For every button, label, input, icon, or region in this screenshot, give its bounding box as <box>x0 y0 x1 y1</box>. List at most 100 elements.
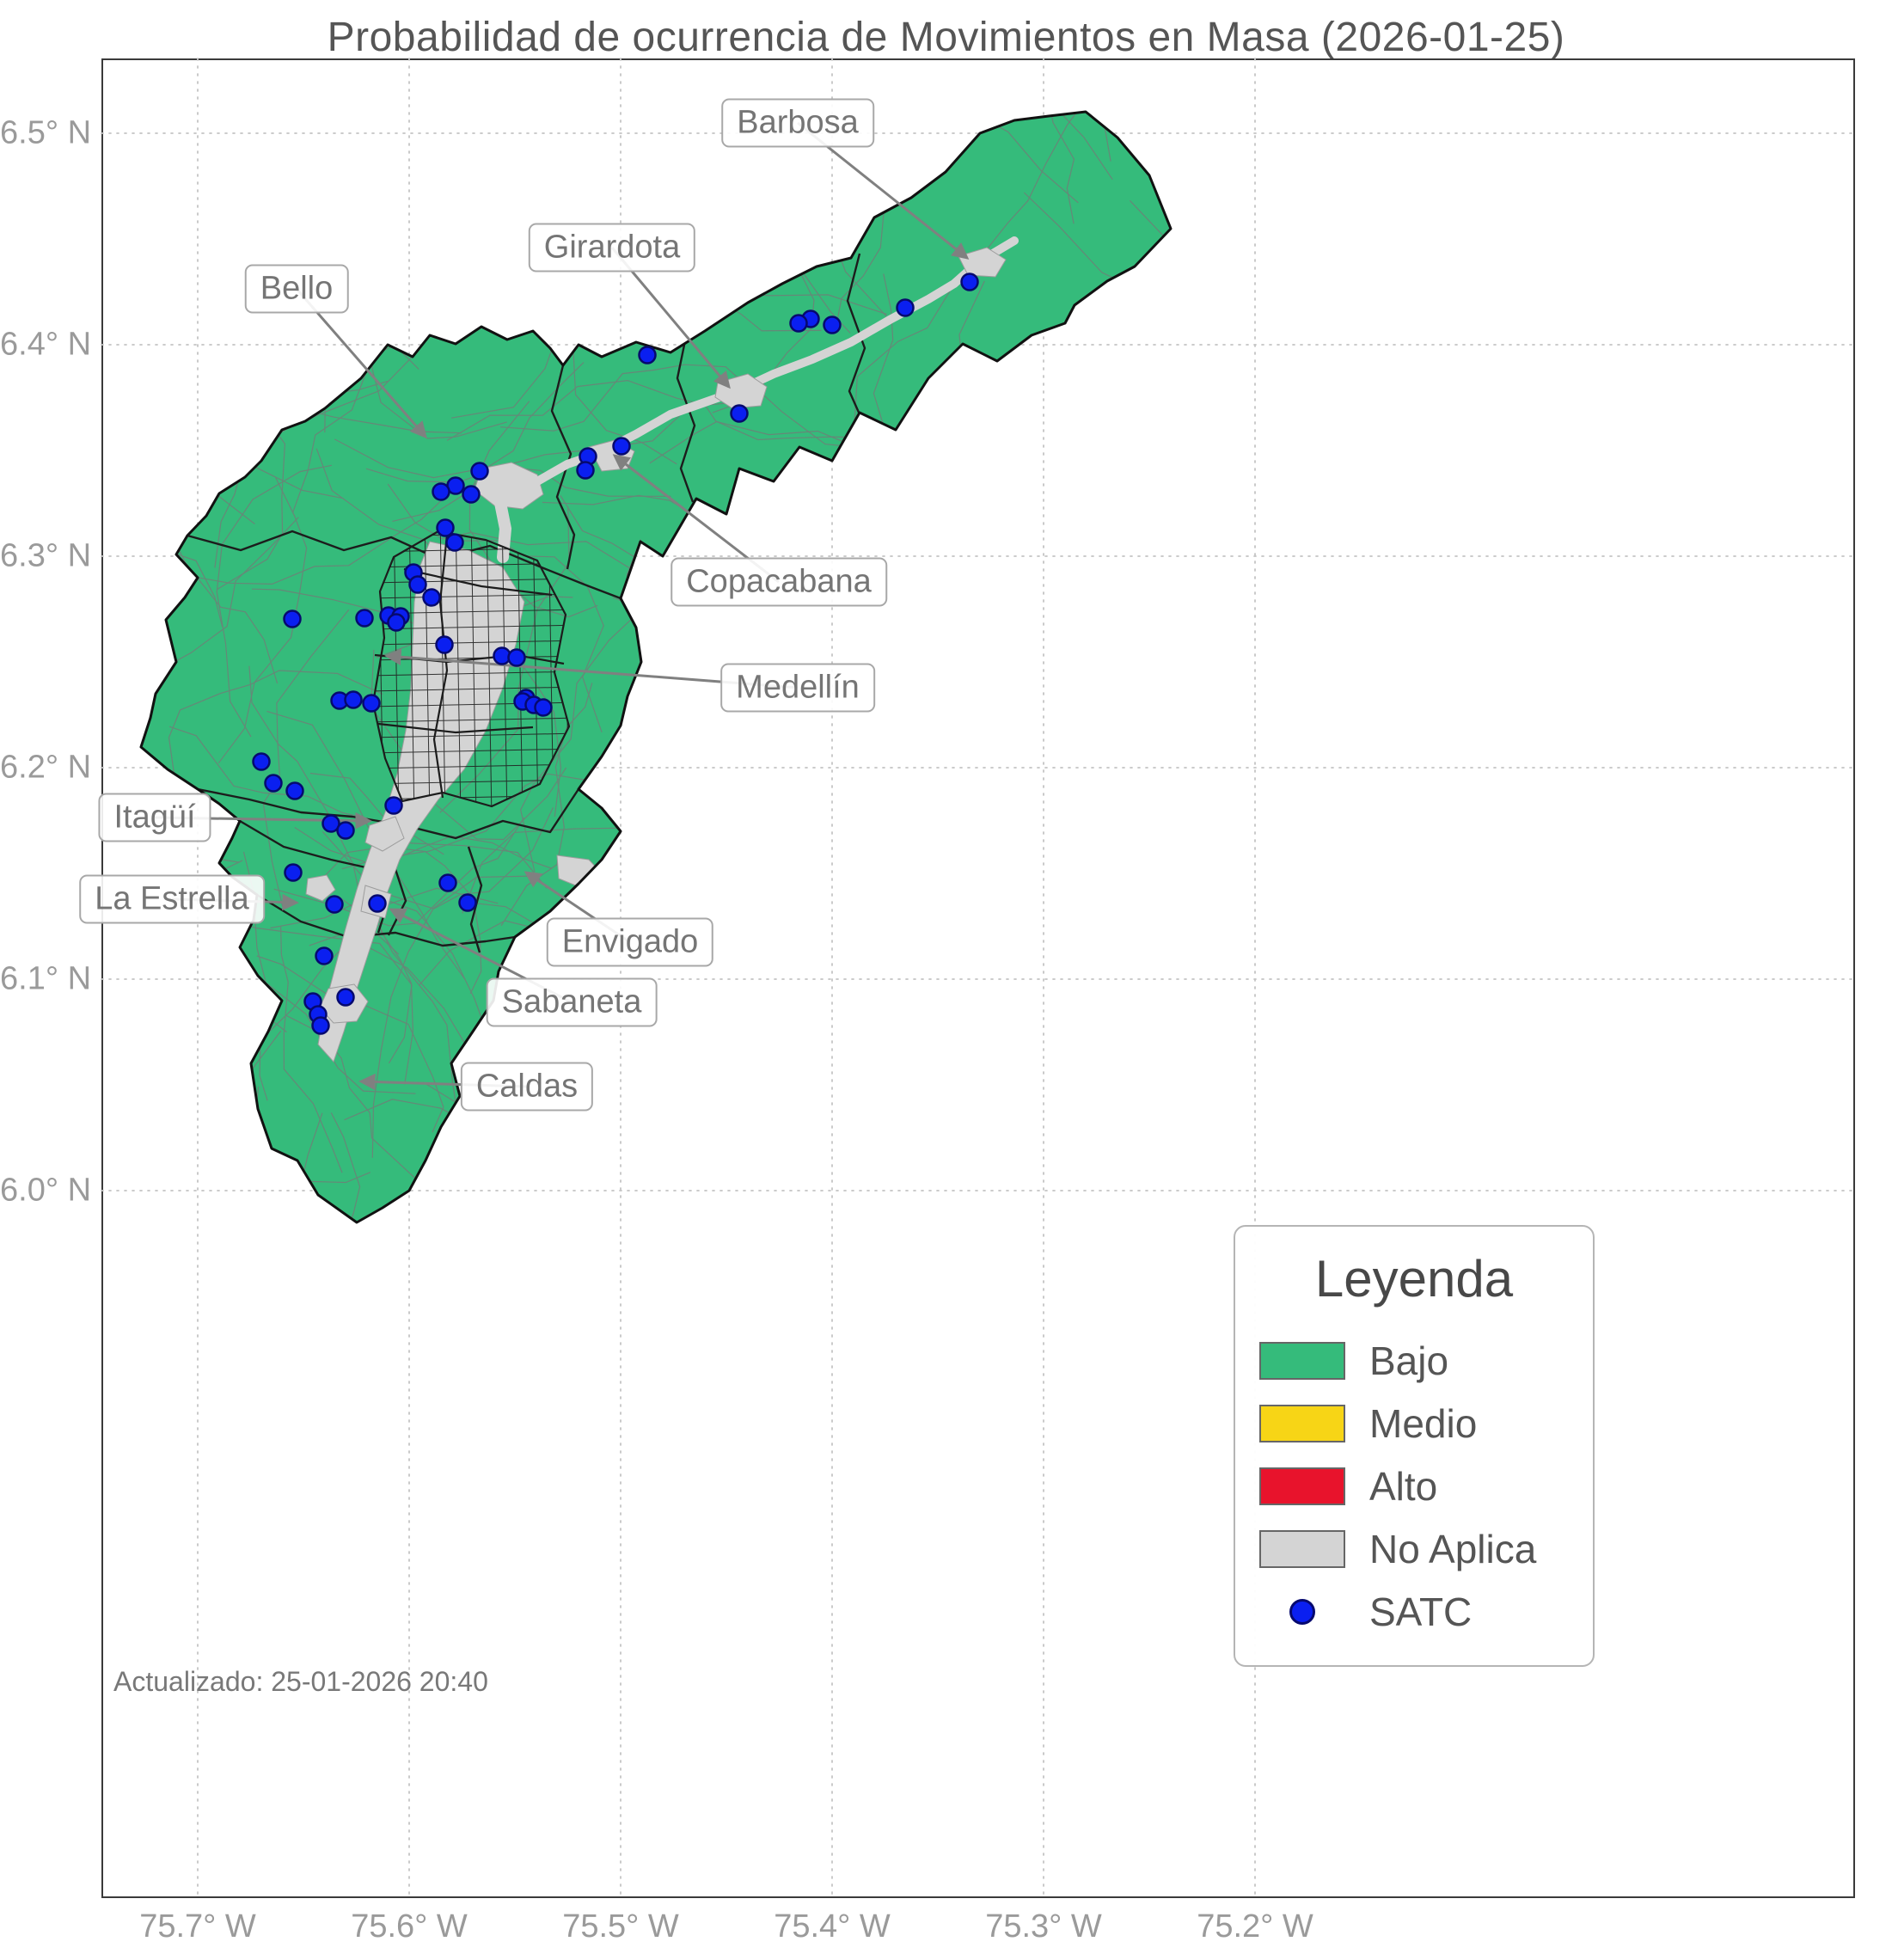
legend-label-no-aplica: No Aplica <box>1369 1526 1537 1571</box>
legend-label-satc: SATC <box>1369 1589 1473 1634</box>
vereda-line <box>216 464 333 738</box>
x-tick-label: 75.7° W <box>139 1908 256 1945</box>
vereda-line <box>185 494 448 585</box>
satc-station-dot <box>368 894 387 913</box>
annotation-arrow-bello <box>295 288 427 439</box>
satc-station-dot <box>435 635 454 654</box>
vereda-line <box>895 112 1113 181</box>
satc-station-dot <box>285 781 304 800</box>
satc-station-dot <box>422 588 441 607</box>
satc-station-dot <box>315 946 334 965</box>
x-tick-label: 75.3° W <box>985 1908 1102 1945</box>
valley-region <box>141 112 1171 1222</box>
satc-station-dot <box>384 796 403 815</box>
annotation-medellin: Medellín <box>720 663 875 713</box>
annotation-envigado: Envigado <box>546 917 714 967</box>
satc-station-dot <box>264 774 283 793</box>
satc-station-dot <box>355 609 374 628</box>
satc-station-dot <box>408 575 427 594</box>
satc-station-dot <box>284 863 303 882</box>
x-tick-label: 75.6° W <box>351 1908 468 1945</box>
legend-item-medio: Medio <box>1259 1392 1569 1455</box>
vereda-line <box>294 826 552 869</box>
satc-station-dot <box>576 461 595 480</box>
satc-station-dot <box>336 821 355 840</box>
annotation-bello: Bello <box>244 264 349 314</box>
satc-station-dot <box>438 873 457 892</box>
legend-swatch-no-aplica <box>1259 1529 1345 1568</box>
valley-fill <box>141 112 1171 1222</box>
municipal-borders <box>187 253 866 953</box>
satc-station-dot <box>321 814 340 833</box>
satc-station-dot <box>896 298 915 317</box>
vereda-line <box>834 112 906 332</box>
satc-station-dot <box>470 462 489 481</box>
annotation-girardota: Girardota <box>528 223 696 273</box>
satc-station-dot <box>823 315 842 334</box>
satc-station-dot <box>325 895 344 914</box>
satc-station-dot <box>252 752 271 771</box>
vereda-line <box>168 670 383 787</box>
vereda-line <box>334 362 585 479</box>
annotation-sabaneta: Sabaneta <box>486 977 658 1027</box>
urban-no-aplica-areas <box>304 236 1019 1063</box>
satc-station-dot <box>534 698 553 717</box>
legend-item-satc: SATC <box>1259 1580 1569 1643</box>
legend-items: Bajo Medio Alto No Aplica SATC <box>1259 1329 1569 1643</box>
y-tick-label: 6.1° N <box>0 960 92 997</box>
y-tick-label: 6.3° N <box>0 537 92 574</box>
y-tick-label: 6.2° N <box>0 749 92 786</box>
x-tick-label: 75.4° W <box>774 1908 891 1945</box>
vereda-line <box>392 401 696 522</box>
legend-swatch-medio <box>1259 1404 1345 1442</box>
satc-station-dot <box>458 893 477 912</box>
legend-swatch-bajo <box>1259 1341 1345 1380</box>
satc-station-dot <box>387 613 406 632</box>
legend-box: Leyenda Bajo Medio Alto No Aplica SATC <box>1234 1225 1595 1667</box>
satc-station-dot <box>960 273 979 291</box>
annotation-itagui: Itagüí <box>98 793 211 842</box>
vereda-line <box>141 517 299 702</box>
satc-station-dot <box>789 314 808 333</box>
vereda-line <box>262 609 350 907</box>
satc-station-dot <box>638 346 657 364</box>
satc-station-dot <box>730 404 749 423</box>
satc-station-dot <box>283 609 302 628</box>
vereda-line <box>277 112 419 371</box>
figure-title: Probabilidad de ocurrencia de Movimiento… <box>327 15 1565 60</box>
satc-station-dot <box>344 690 363 709</box>
annotation-barbosa: Barbosa <box>721 98 874 148</box>
vereda-line <box>827 112 1079 204</box>
vereda-line <box>251 588 573 634</box>
y-tick-label: 6.0° N <box>0 1172 92 1209</box>
legend-title: Leyenda <box>1314 1250 1514 1308</box>
y-tick-label: 6.5° N <box>0 114 92 151</box>
legend-dot-satc <box>1289 1598 1315 1625</box>
x-tick-label: 75.5° W <box>562 1908 679 1945</box>
vereda-line <box>280 926 343 1173</box>
vereda-line <box>256 955 444 1133</box>
satc-station-dot <box>336 988 355 1007</box>
legend-item-no-aplica: No Aplica <box>1259 1517 1569 1580</box>
vereda-line <box>141 981 268 1101</box>
vereda-line <box>371 875 535 1158</box>
x-tick-label: 75.2° W <box>1197 1908 1313 1945</box>
legend-label-alto: Alto <box>1369 1463 1438 1509</box>
y-tick-label: 6.4° N <box>0 326 92 363</box>
satc-station-dot <box>612 437 631 456</box>
satc-dots <box>252 273 979 1035</box>
valley-outline <box>139 110 1173 1224</box>
legend-label-bajo: Bajo <box>1369 1338 1449 1383</box>
satc-station-dot <box>445 533 464 552</box>
vereda-line <box>330 1112 416 1222</box>
satc-station-dot <box>362 694 381 713</box>
annotation-caldas: Caldas <box>460 1062 594 1112</box>
vereda-line <box>468 401 598 618</box>
updated-text: Actualizado: 25-01-2026 20:40 <box>113 1666 488 1697</box>
legend-swatch-alto <box>1259 1467 1345 1505</box>
annotation-la-estrella: La Estrella <box>79 874 265 924</box>
legend-item-bajo: Bajo <box>1259 1329 1569 1392</box>
vereda-line <box>604 737 929 790</box>
legend-item-alto: Alto <box>1259 1455 1569 1517</box>
